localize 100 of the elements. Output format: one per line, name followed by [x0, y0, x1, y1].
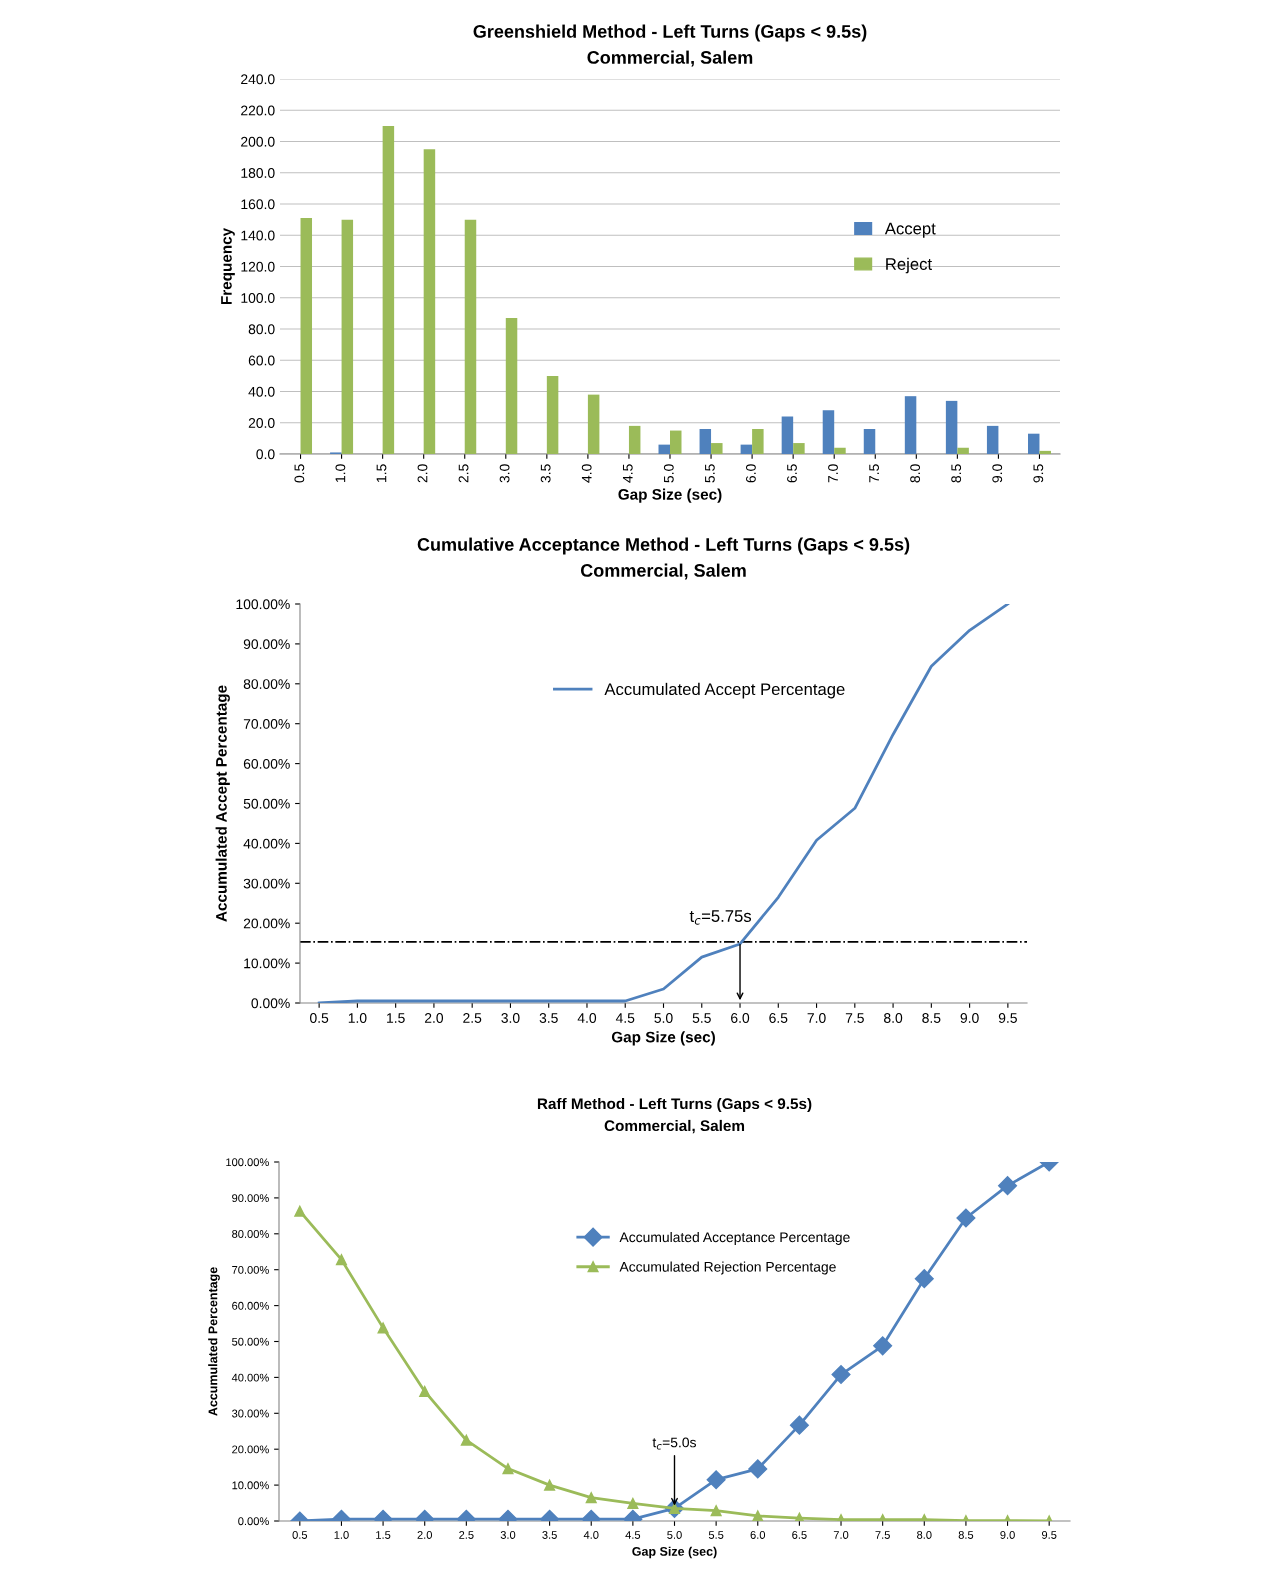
x-tick-label: 9.0: [960, 1013, 979, 1023]
point: [460, 1434, 472, 1446]
bar: [382, 125, 395, 454]
bar: [587, 394, 600, 454]
point: [335, 1254, 348, 1266]
point: [710, 1505, 722, 1517]
x-tick-label: 8.5: [958, 1531, 974, 1539]
x-tick-label: 4.0: [581, 464, 592, 483]
x-tick-label: 5.0: [654, 1013, 673, 1023]
bar: [904, 396, 917, 454]
x-tick-label: 9.0: [1000, 1531, 1015, 1539]
y-tick-label: 60.0: [248, 355, 275, 366]
x-tick-label: 3.5: [539, 1013, 558, 1023]
y-tick-label: 10.00%: [244, 958, 290, 969]
point: [873, 1336, 893, 1356]
x-tick-label: 8.0: [917, 1531, 932, 1539]
x-tick-label: 4.5: [615, 1013, 635, 1023]
x-tick-label: 0.5: [292, 1531, 308, 1539]
x-tick-label: 3.5: [542, 1531, 557, 1539]
x-tick-label: 2.0: [424, 1013, 444, 1023]
x-tick-label: 5.5: [705, 464, 715, 483]
x-tick-label: 9.0: [992, 464, 1003, 483]
chart-title: Raff Method - Left Turns (Gaps < 9.5s): [537, 1097, 812, 1113]
x-tick-label: 9.5: [998, 1013, 1017, 1023]
y-tick-label: 80.00%: [232, 1230, 269, 1238]
point: [914, 1269, 934, 1289]
bar: [793, 443, 805, 454]
bar: [781, 416, 794, 454]
bar: [658, 444, 670, 454]
chart-subtitle: Commercial, Salem: [604, 1119, 745, 1134]
y-axis-title: Accumulated Accept Percentage: [215, 685, 230, 922]
x-tick-label: 4.5: [625, 1531, 641, 1539]
x-tick-label: 0.5: [294, 464, 305, 483]
point: [706, 1470, 726, 1490]
x-tick-label: 1.5: [376, 1531, 391, 1539]
bar: [300, 218, 313, 454]
y-tick-label: 80.0: [248, 324, 275, 335]
y-tick-label: 30.00%: [232, 1409, 269, 1418]
y-tick-label: 240.0: [241, 74, 275, 85]
x-tick-label: 2.5: [459, 1531, 474, 1539]
point: [956, 1208, 976, 1228]
point: [419, 1385, 431, 1397]
x-tick-label: 7.0: [828, 464, 838, 483]
y-tick-label: 10.00%: [232, 1481, 269, 1490]
bar: [834, 447, 846, 454]
chart-subtitle: Commercial, Salem: [580, 563, 746, 580]
y-tick-label: 100.00%: [236, 599, 290, 610]
x-axis-title: Gap Size (sec): [632, 1546, 717, 1559]
point: [998, 1176, 1018, 1196]
y-tick-label: 180.0: [241, 168, 275, 178]
x-tick-label: 8.5: [922, 1013, 941, 1023]
bar: [822, 410, 835, 454]
x-tick-label: 3.5: [540, 464, 551, 483]
chart-title: Cumulative Acceptance Method - Left Turns (Gaps < 9.5s): [417, 537, 910, 555]
y-tick-label: 0.00%: [238, 1517, 269, 1526]
bar: [986, 425, 999, 454]
x-tick-label: 6.0: [746, 464, 756, 483]
y-tick-label: 50.00%: [243, 798, 290, 809]
y-tick-label: 20.00%: [243, 918, 290, 929]
bar: [505, 318, 518, 454]
x-tick-label: 8.0: [884, 1013, 903, 1023]
bar: [945, 400, 958, 454]
annotation: t$_{c}$=5.0s: [652, 1437, 696, 1450]
y-tick-label: 20.00%: [232, 1445, 269, 1454]
y-tick-label: 50.00%: [232, 1337, 269, 1346]
x-tick-label: 8.0: [910, 464, 921, 483]
y-tick-label: 140.0: [241, 230, 275, 241]
point: [377, 1322, 389, 1334]
y-tick-label: 30.00%: [243, 878, 290, 889]
x-tick-label: 2.0: [417, 1531, 432, 1539]
x-tick-label: 4.0: [583, 1531, 599, 1539]
y-tick-label: 40.00%: [243, 838, 290, 849]
point: [752, 1510, 764, 1521]
y-tick-label: 20.0: [248, 418, 275, 428]
y-axis-title: Frequency: [221, 227, 235, 305]
x-tick-label: 1.5: [376, 464, 387, 482]
x-tick-label: 3.0: [500, 1531, 516, 1539]
x-tick-label: 7.0: [833, 1531, 849, 1539]
x-tick-label: 6.5: [792, 1531, 807, 1539]
point: [627, 1497, 639, 1509]
y-tick-label: 60.00%: [243, 758, 290, 769]
x-tick-label: 8.5: [951, 464, 962, 483]
point: [294, 1205, 306, 1217]
x-tick-label: 1.0: [348, 1013, 367, 1023]
x-tick-label: 3.0: [499, 464, 510, 483]
x-tick-label: 2.5: [458, 464, 469, 483]
y-tick-label: 200.0: [241, 136, 275, 147]
bar: [1027, 433, 1040, 454]
point: [831, 1364, 851, 1385]
legend-label: Accumulated Acceptance Percentage: [619, 1231, 850, 1245]
y-tick-label: 40.00%: [231, 1373, 269, 1382]
bar: [863, 429, 876, 454]
y-tick-label: 70.00%: [243, 719, 290, 729]
bar: [711, 443, 723, 454]
annotation: t$_{c}$=5.75s: [689, 910, 752, 925]
y-tick-label: 160.0: [241, 199, 275, 210]
x-tick-label: 7.5: [869, 464, 879, 483]
bar: [464, 219, 477, 454]
x-tick-label: 6.0: [731, 1013, 750, 1023]
x-axis-title: Gap Size (sec): [618, 488, 722, 503]
